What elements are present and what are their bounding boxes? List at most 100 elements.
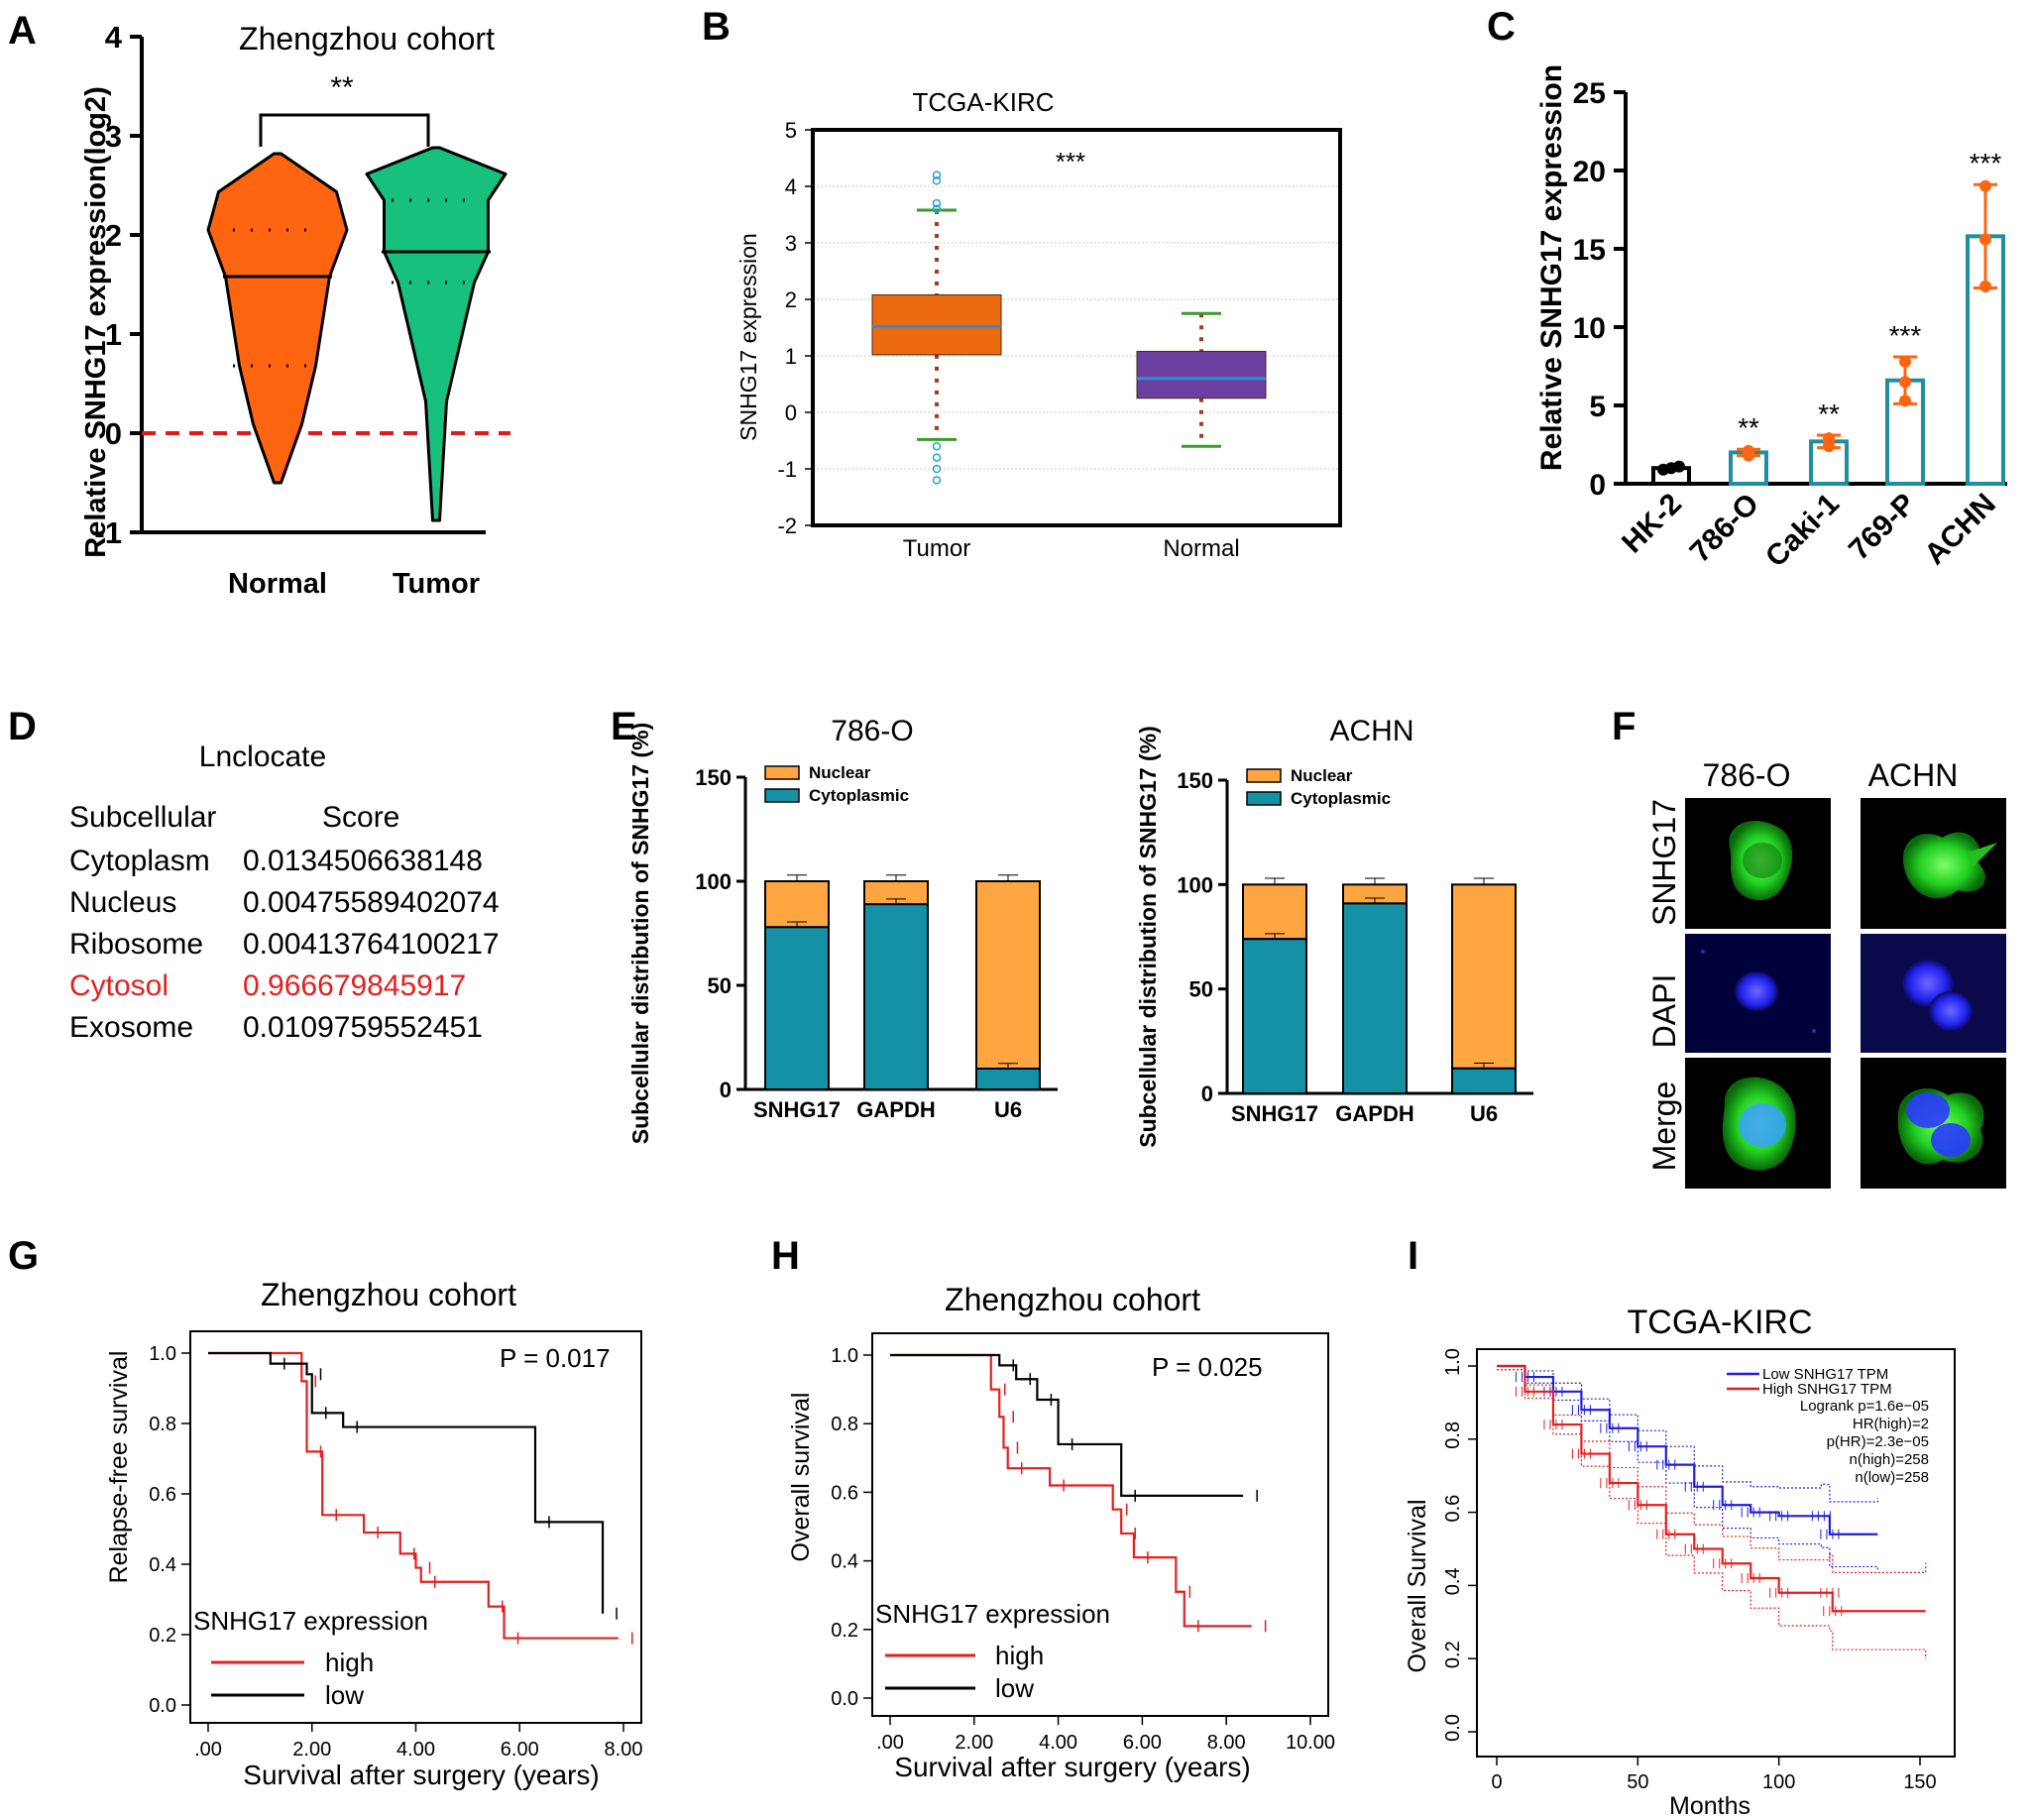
panel-e2-bar-cytoplasmic [1451, 1067, 1517, 1094]
panel-i-y-tick-label: 1.0 [1442, 1348, 1464, 1376]
panel-g-axes: .00 2.00 4.00 6.00 8.00 0.0 0.2 0.4 0.6 0.8 1.0 [149, 1330, 643, 1761]
panel-b-y-tick-label: 3 [785, 231, 797, 256]
panel-b-y-tick-label: -1 [777, 457, 797, 482]
panel-b-outlier [932, 198, 942, 208]
panel-h-legend-high: high [995, 1641, 1044, 1670]
panel-g-y-tick-label: 0.0 [149, 1695, 176, 1717]
panel-label-i: I [1408, 1234, 1418, 1278]
panel-g-y-tick-label: 0.6 [149, 1484, 176, 1506]
panel-i-frame [1476, 1348, 1956, 1758]
panel-i-y-tick-label: 0.6 [1442, 1495, 1464, 1523]
panel-a-violin-normal [206, 152, 349, 485]
panel-e2-x-tick-label: U6 [1470, 1101, 1498, 1126]
panel-g-x-tick-label: .00 [194, 1739, 222, 1761]
panel-h-curve-high [890, 1353, 1252, 1628]
fish-image-achn-dapi [1861, 934, 2006, 1053]
panel-b-marks: *** [871, 147, 1267, 485]
panel-b-y-tick-label: 5 [785, 118, 797, 143]
panel-e1-y-axis-label: Subcellular distribution of SNHG17 (%) [627, 723, 653, 1145]
panel-b-outlier [932, 476, 942, 485]
lnclocate-rows: Cytoplasm 0.0134506638148 Nucleus 0.0047558… [69, 845, 500, 1044]
panel-a-axes: -1 0 1 2 3 4 Normal Tumor [94, 20, 486, 600]
lnclocate-location: Cytosol [69, 969, 169, 1002]
panel-e1-bar-cytoplasmic [764, 926, 830, 1091]
panel-c-significance: *** [1970, 148, 2002, 178]
fish-row-snhg17: SNHG17 [1646, 799, 1682, 926]
panel-e1-y-tick-label: 50 [708, 973, 732, 998]
fish-row-dapi: DAPI [1646, 974, 1682, 1049]
panel-h-y-axis-label: Overall survival [787, 1393, 815, 1562]
panel-b-y-tick-label: 2 [785, 287, 797, 312]
panel-a-y-tick-label: -1 [94, 515, 122, 550]
panel-c-y-tick-label: 5 [1589, 391, 1606, 423]
panel-g-marks [208, 1351, 633, 1645]
panel-c-data-point [1979, 179, 1991, 192]
panel-e1-y-tick-label: 150 [695, 765, 732, 790]
panel-h-x-tick-label: 8.00 [1207, 1732, 1246, 1754]
panel-h-x-tick-label: 10.00 [1286, 1732, 1335, 1754]
panel-i-stat-nhigh: n(high)=258 [1850, 1451, 1929, 1468]
panel-i-x-axis-label: Months [1669, 1792, 1750, 1820]
fish-row-merge: Merge [1646, 1081, 1682, 1172]
panel-a-y-axis-label: Relative SNHG17 expression(log2) [80, 86, 112, 557]
panel-h-y-tick-label: 0.0 [831, 1688, 858, 1710]
panel-e1-legend-cytoplasmic-swatch [764, 788, 800, 803]
panel-h-y-tick-label: 0.6 [831, 1482, 858, 1504]
panel-g-x-tick-label: 8.00 [605, 1739, 643, 1761]
panel-i-y-tick-label: 0.0 [1442, 1714, 1464, 1742]
panel-h-marks [890, 1353, 1267, 1633]
panel-b-y-tick-label: -2 [777, 513, 797, 538]
panel-b-box-normal [1136, 350, 1267, 399]
panel-b-x-tick-label: Tumor [903, 535, 970, 562]
panel-h-curve-low [890, 1353, 1244, 1497]
panel-b-outlier [932, 171, 942, 179]
panel-e1-bar-cytoplasmic [863, 903, 929, 1090]
panel-c-data-point [1673, 460, 1685, 473]
panel-g-x-tick-label: 6.00 [501, 1739, 539, 1761]
panel-b-axes: -2 -1 0 1 2 3 4 5 Tumor Normal [777, 118, 1342, 562]
lnclocate-location: Nucleus [69, 886, 176, 919]
panel-c-data-point [1979, 280, 1991, 292]
panel-e2-error-nuclear [1265, 877, 1285, 885]
panel-i-ci-upper [1497, 1365, 1878, 1503]
panel-i-legend-low: Low SNHG17 TPM [1762, 1366, 1888, 1383]
panel-e2-legend-nuclear: Nuclear [1291, 766, 1353, 785]
panel-c-data-point [1979, 233, 1991, 246]
fish-image-achn-merge [1861, 1058, 2006, 1189]
lnclocate-location: Ribosome [69, 928, 203, 961]
panel-e1-bar-cytoplasmic [975, 1068, 1041, 1090]
panel-c-x-tick-label: Caki-1 [1759, 488, 1846, 574]
panel-label-f: F [1612, 705, 1636, 748]
panel-c-y-tick-label: 0 [1589, 469, 1606, 502]
panel-g-x-tick-label: 2.00 [292, 1739, 331, 1761]
panel-h-y-tick-label: 0.4 [831, 1551, 858, 1573]
panel-h-x-tick-label: 6.00 [1123, 1732, 1162, 1754]
panel-c-data-point [1743, 444, 1754, 457]
panel-e2-y-tick-label: 0 [1201, 1081, 1213, 1106]
panel-a-y-tick-label: 0 [105, 416, 122, 451]
panel-c-marks: ** ******** [1651, 148, 2005, 487]
panel-g-title: Zhengzhou cohort [261, 1277, 516, 1312]
panel-e1-legend-cytoplasmic: Cytoplasmic [809, 786, 909, 805]
panel-i-title: TCGA-KIRC [1628, 1304, 1813, 1341]
panel-e2-y-axis-label: Subcellular distribution of SNHG17 (%) [1135, 726, 1161, 1148]
panel-a-violin-chart: Zhengzhou cohort Relative SNHG17 express… [80, 20, 510, 600]
panel-b-box-tumor [871, 293, 1002, 356]
panel-g-km-relapse-free: Zhengzhou cohort Relapse-free survival S… [105, 1277, 642, 1790]
panel-c-y-tick-label: 25 [1573, 77, 1606, 110]
panel-c-y-tick-label: 15 [1573, 234, 1606, 267]
panel-i-stat-nlow: n(low)=258 [1855, 1469, 1929, 1486]
panel-a-y-tick-label: 4 [105, 20, 123, 55]
panel-a-violin-tumor [365, 146, 508, 522]
panel-a-x-tick-label: Tumor [393, 568, 480, 600]
panel-h-legend-title: SNHG17 expression [875, 1599, 1110, 1629]
panel-i-x-tick-label: 0 [1491, 1771, 1502, 1793]
panel-c-y-tick-label: 20 [1573, 156, 1606, 188]
panel-a-y-tick-label: 1 [105, 317, 122, 352]
panel-h-frame [871, 1332, 1329, 1717]
panel-e2-bar-nuclear [1242, 883, 1307, 941]
panel-e2-y-tick-label: 50 [1189, 977, 1213, 1002]
panel-g-curve-low [208, 1351, 605, 1614]
fish-column-achn: ACHN [1868, 757, 1959, 793]
